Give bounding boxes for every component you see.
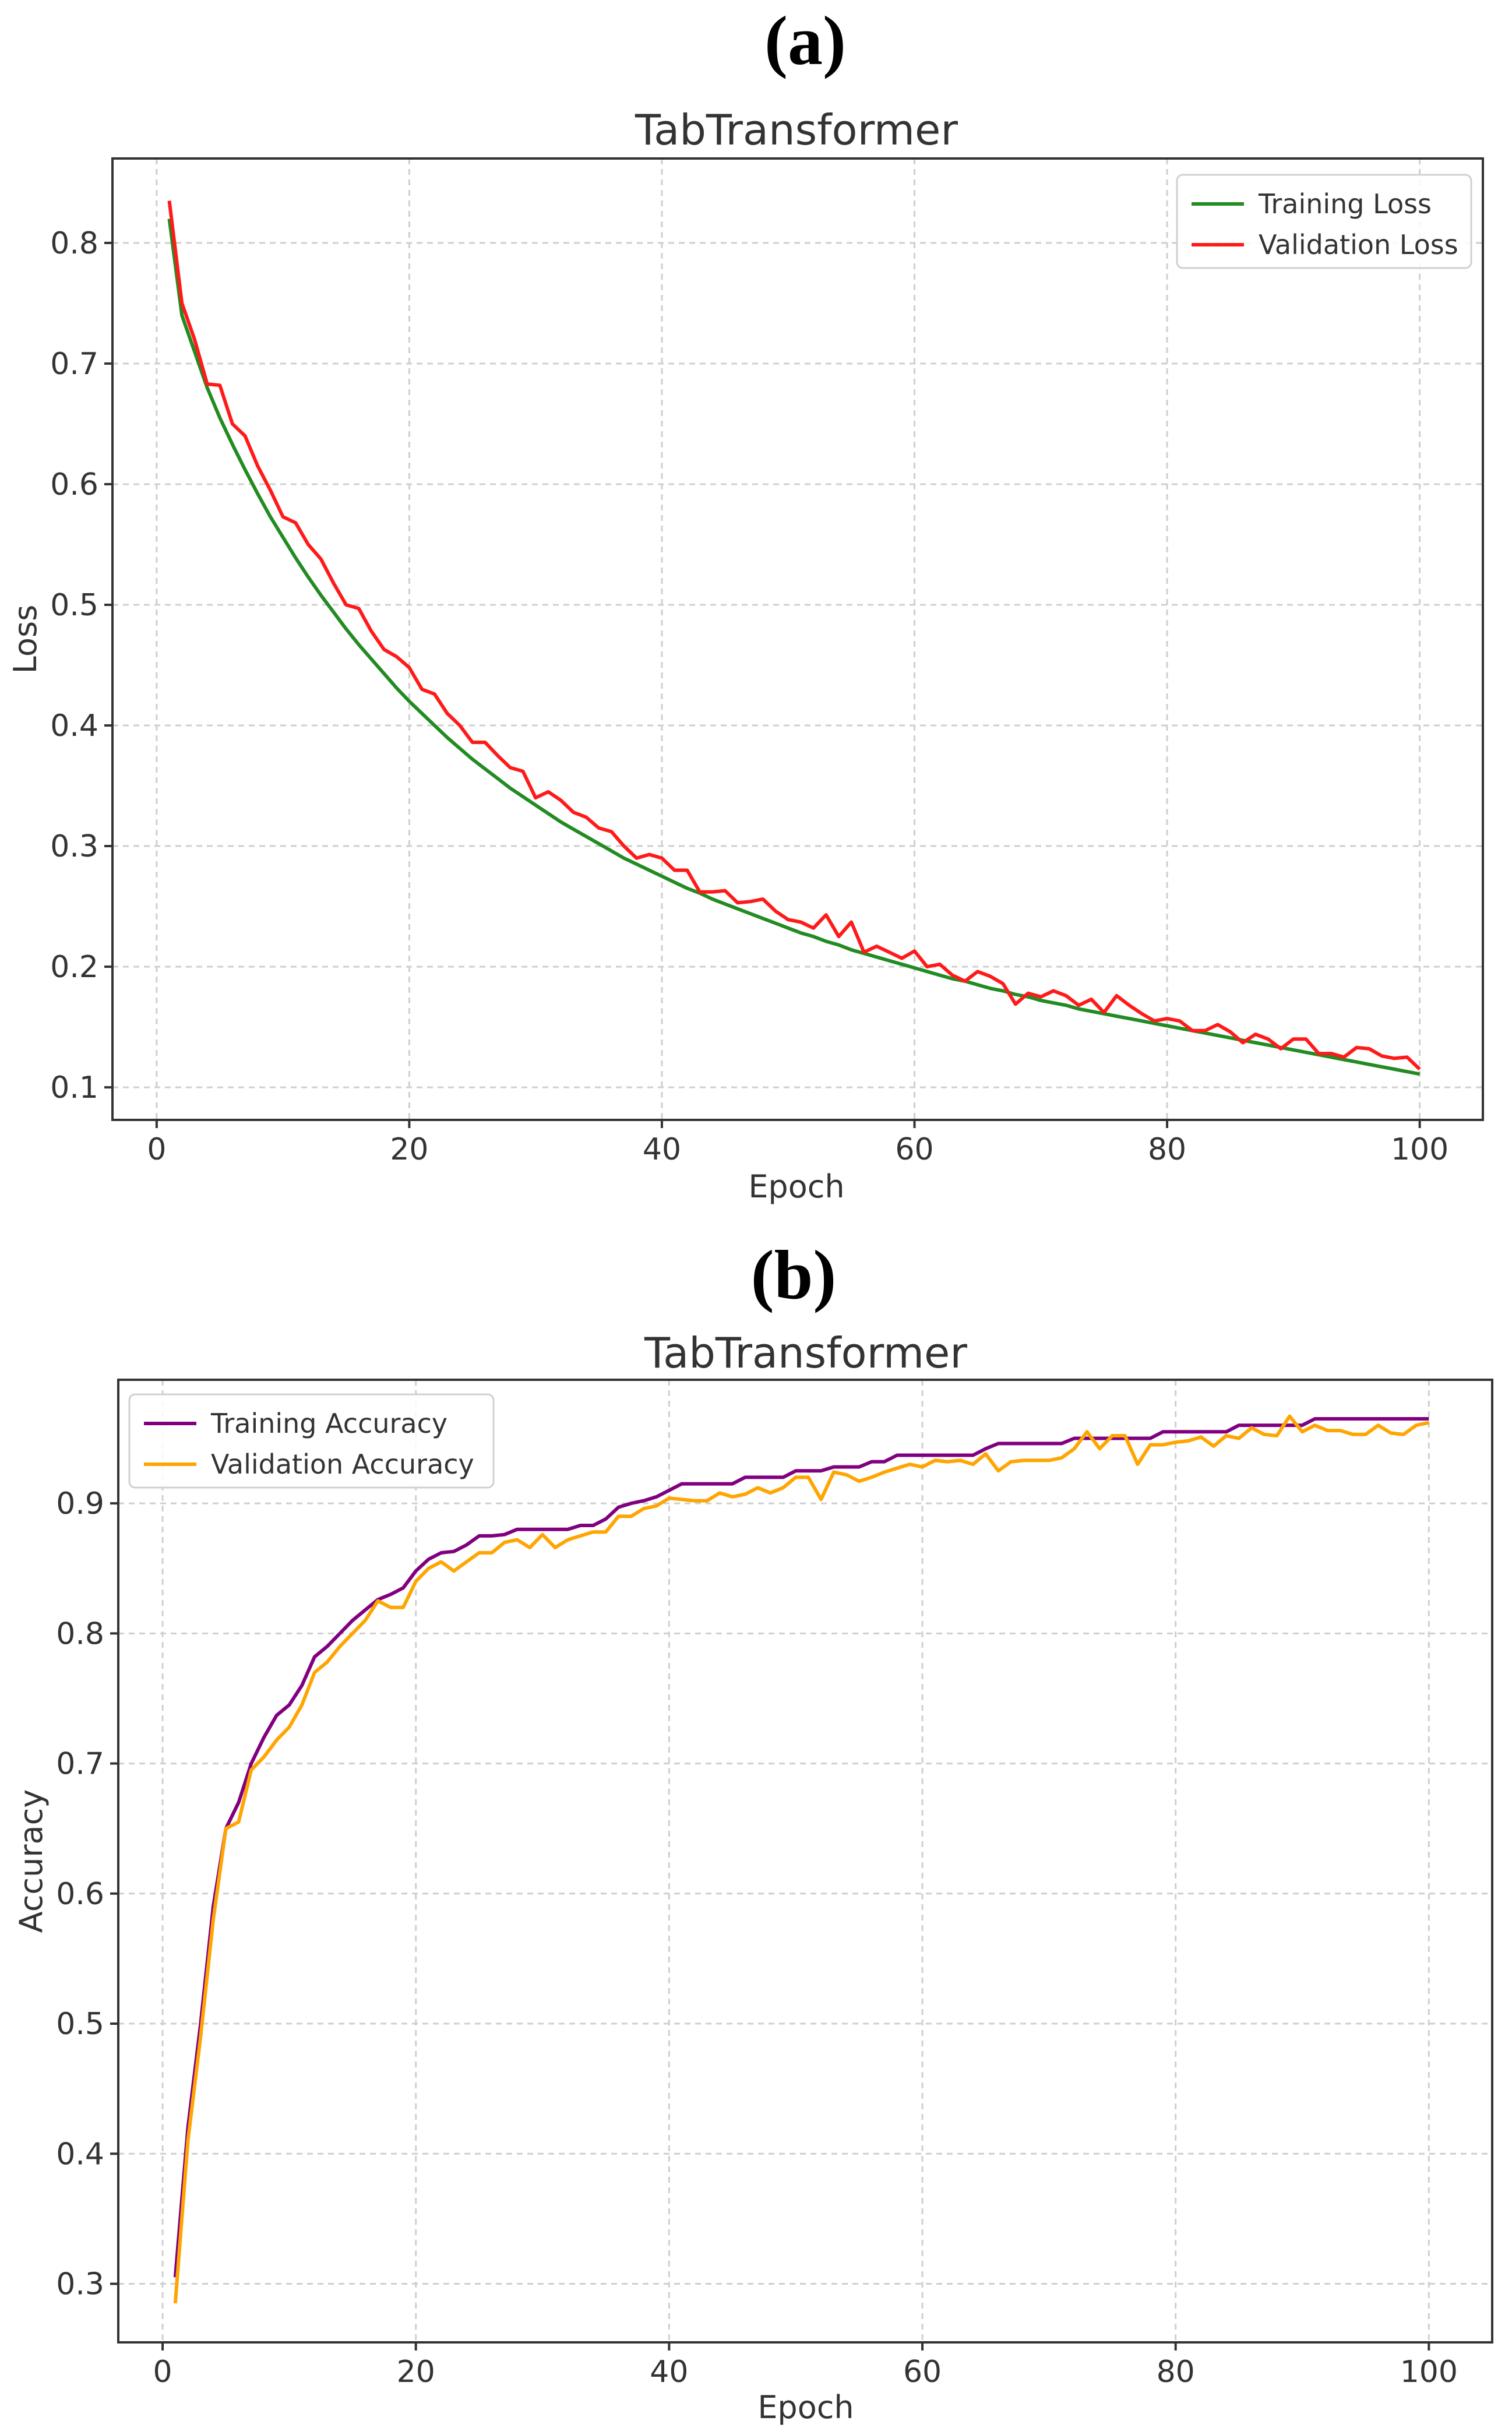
y-tick-label: 0.7 (50, 347, 98, 382)
x-tick-label: 40 (643, 1132, 681, 1167)
panel-b-x-axis: 0 20 40 60 80 100 (153, 2342, 1458, 2390)
x-tick-label: 20 (390, 1132, 428, 1167)
panel-b-label: (b) (751, 1236, 837, 1313)
panel-b-y-label: Accuracy (13, 1789, 50, 1933)
y-tick-label: 0.6 (56, 1877, 104, 1912)
training-accuracy-line (173, 1417, 1429, 2278)
legend-box (128, 1393, 495, 1489)
panel-a-label: (a) (764, 2, 846, 79)
panel-b-x-label: Epoch (757, 2389, 854, 2426)
y-tick-label: 0.3 (56, 2267, 104, 2302)
panel-b-legend: Training Accuracy Validation Accuracy (128, 1393, 495, 1489)
y-tick-label: 0.4 (56, 2137, 104, 2172)
panel-a-title: TabTransformer (635, 105, 958, 154)
panel-a-series (167, 200, 1421, 1076)
legend-label-validation-accuracy: Validation Accuracy (211, 1449, 474, 1480)
x-tick-label: 60 (895, 1132, 933, 1167)
x-tick-label: 60 (903, 2355, 942, 2390)
panel-a-plot-frame (111, 157, 1484, 1121)
y-tick-label: 0.5 (50, 588, 98, 623)
y-tick-label: 0.4 (50, 709, 98, 743)
panel-b-series (173, 1414, 1429, 2304)
x-tick-label: 20 (397, 2355, 435, 2390)
legend-box (1176, 174, 1472, 269)
x-tick-label: 0 (153, 2355, 172, 2390)
panel-a-x-label: Epoch (748, 1168, 844, 1205)
y-tick-label: 0.8 (56, 1616, 104, 1651)
training-loss-line (167, 219, 1421, 1076)
panel-a: (a) TabTransformer 0 20 40 60 80 100 0.10.20.… (7, 2, 1484, 1205)
panel-b-y-axis: 0.3 0.4 0.5 0.6 0.7 0.8 0.9 (56, 1486, 118, 2302)
panel-b-grid (118, 1380, 1492, 2342)
y-tick-label: 0.3 (50, 829, 98, 864)
y-tick-label: 0.8 (50, 226, 98, 261)
y-tick-label: 0.5 (56, 2007, 104, 2042)
panel-b-title: TabTransformer (644, 1328, 967, 1377)
x-tick-label: 80 (1148, 1132, 1186, 1167)
validation-loss-line (167, 200, 1421, 1071)
legend-label-training-accuracy: Training Accuracy (210, 1408, 447, 1439)
x-tick-label: 100 (1400, 2355, 1458, 2390)
panel-a-x-axis: 0 20 40 60 80 100 (147, 1120, 1448, 1167)
panel-a-y-label: Loss (7, 605, 44, 674)
y-tick-label: 0.6 (50, 467, 98, 502)
panel-a-grid (112, 158, 1483, 1120)
panel-b: (b) TabTransformer 0 20 40 60 80 100 0.30.40.… (13, 1236, 1493, 2426)
x-tick-label: 40 (650, 2355, 688, 2390)
y-tick-label: 0.7 (56, 1747, 104, 1782)
x-tick-label: 80 (1157, 2355, 1195, 2390)
y-tick-label: 0.1 (50, 1070, 98, 1105)
legend-label-validation-loss: Validation Loss (1259, 229, 1458, 260)
legend-label-training-loss: Training Loss (1258, 188, 1432, 220)
validation-accuracy-line (173, 1414, 1429, 2304)
x-tick-label: 0 (147, 1132, 166, 1167)
y-tick-label: 0.9 (56, 1486, 104, 1521)
x-tick-label: 100 (1391, 1132, 1448, 1167)
y-tick-label: 0.2 (50, 950, 98, 985)
panel-a-y-axis: 0.1 0.2 0.3 0.4 0.5 0.6 0.7 0.8 (50, 226, 112, 1105)
panel-b-plot-frame (117, 1379, 1493, 2344)
panel-a-legend: Training Loss Validation Loss (1176, 174, 1472, 269)
